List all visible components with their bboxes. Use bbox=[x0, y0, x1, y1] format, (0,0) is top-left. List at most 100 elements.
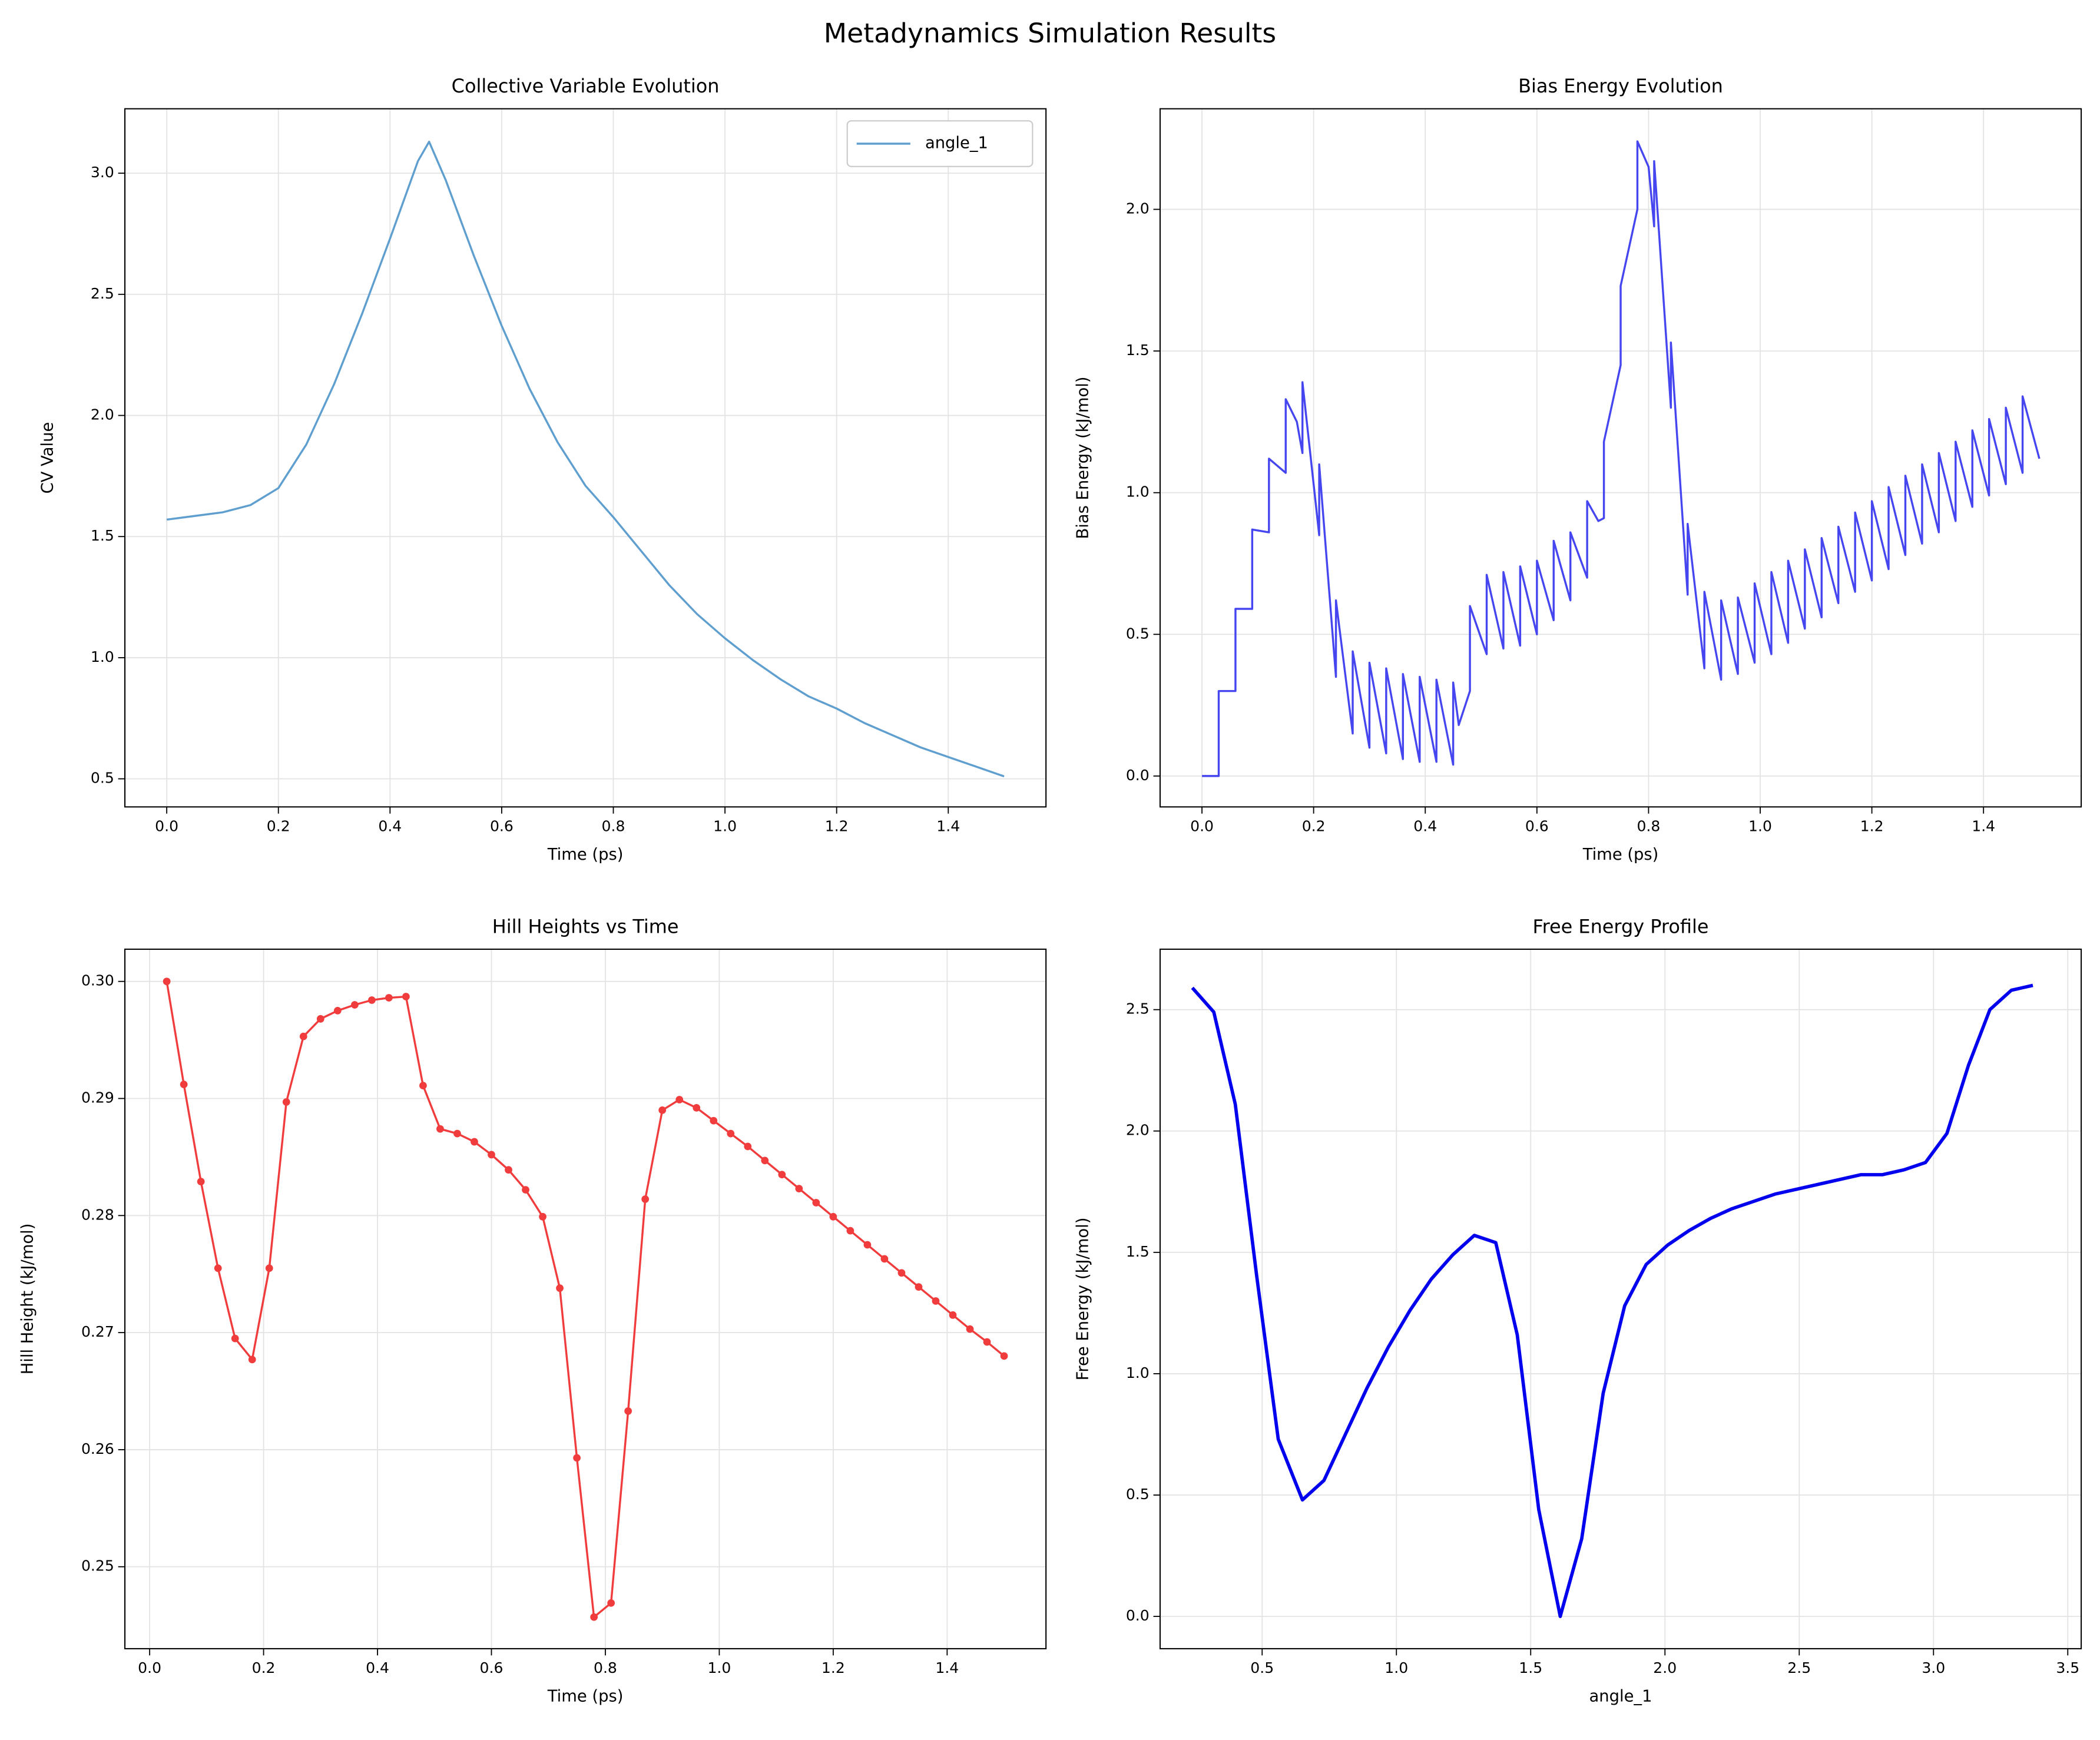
x-tick-label: 1.2 bbox=[825, 818, 849, 835]
data-point bbox=[641, 1195, 650, 1203]
y-axis-label: Hill Height (kJ/mol) bbox=[18, 1224, 37, 1375]
data-point bbox=[710, 1116, 718, 1125]
data-point bbox=[367, 996, 376, 1004]
data-point bbox=[471, 1138, 478, 1146]
x-tick-label: 1.5 bbox=[1519, 1659, 1542, 1676]
data-point bbox=[727, 1129, 735, 1138]
legend-box bbox=[846, 120, 1034, 167]
x-tick-label: 1.4 bbox=[935, 1659, 959, 1676]
x-axis-label: Time (ps) bbox=[547, 846, 624, 864]
data-point bbox=[880, 1255, 889, 1263]
axes-frame bbox=[124, 108, 1047, 808]
data-point bbox=[932, 1297, 940, 1305]
data-point bbox=[488, 1151, 495, 1159]
data-point bbox=[590, 1613, 598, 1621]
data-point bbox=[419, 1082, 427, 1090]
data-point bbox=[299, 1032, 307, 1040]
data-point bbox=[522, 1186, 529, 1194]
y-tick-label: 1.5 bbox=[1126, 1243, 1150, 1260]
x-tick-label: 0.6 bbox=[480, 1659, 504, 1676]
plot-area bbox=[1191, 983, 2033, 1618]
subplot-title: Hill Heights vs Time bbox=[492, 916, 679, 938]
data-point bbox=[846, 1227, 854, 1235]
subplot: 0.5 1.0 1.5 2.0 2.5 3.0 3.5 0.0 0.5 1.0 1.5 2.0 2.5 F… bbox=[1074, 916, 2082, 1706]
axes-frame bbox=[1159, 948, 2082, 1649]
y-tick-label: 0.29 bbox=[81, 1089, 114, 1106]
data-point bbox=[350, 1001, 359, 1009]
x-tick-label: 0.6 bbox=[490, 818, 514, 835]
x-tick-label: 3.5 bbox=[2056, 1659, 2079, 1676]
x-tick-label: 1.4 bbox=[936, 818, 960, 835]
data-point bbox=[863, 1241, 872, 1249]
y-tick-label: 0.5 bbox=[1126, 1486, 1150, 1503]
data-point bbox=[897, 1269, 906, 1277]
data-point bbox=[197, 1178, 205, 1186]
y-tick-label: 0.30 bbox=[81, 972, 114, 989]
y-tick-label: 2.0 bbox=[1126, 200, 1150, 217]
x-tick-label: 1.0 bbox=[1748, 818, 1772, 835]
x-tick-label: 1.0 bbox=[1384, 1659, 1408, 1676]
x-tick-label: 0.0 bbox=[155, 818, 178, 835]
data-point bbox=[693, 1104, 701, 1112]
x-tick-label: 0.8 bbox=[602, 818, 625, 835]
data-point bbox=[333, 1007, 342, 1015]
data-point bbox=[675, 1096, 684, 1103]
data-point bbox=[556, 1284, 564, 1292]
data-line bbox=[1191, 983, 2033, 1618]
x-tick-label: 1.2 bbox=[1860, 818, 1884, 835]
y-tick-label: 1.0 bbox=[1126, 483, 1150, 501]
y-tick-label: 1.0 bbox=[1126, 1364, 1150, 1381]
data-point bbox=[949, 1311, 957, 1319]
subplot-title: Free Energy Profile bbox=[1533, 916, 1709, 938]
data-point bbox=[231, 1334, 239, 1343]
data-point bbox=[829, 1212, 837, 1221]
data-point bbox=[607, 1599, 615, 1607]
data-point bbox=[385, 994, 393, 1002]
data-point bbox=[436, 1125, 444, 1133]
data-line bbox=[1202, 140, 2041, 777]
y-axis-label: Free Energy (kJ/mol) bbox=[1074, 1218, 1092, 1381]
subplot: 0.0 0.2 0.4 0.6 0.8 1.0 1.2 1.4 0.0 0.5 1.0 1.5 2.0 B… bbox=[1074, 75, 2082, 864]
x-tick-label: 0.4 bbox=[1413, 818, 1437, 835]
x-axis-label: angle_1 bbox=[1589, 1688, 1652, 1706]
data-point bbox=[453, 1129, 461, 1138]
axes-frame bbox=[1159, 108, 2082, 808]
data-point bbox=[539, 1212, 546, 1221]
x-tick-label: 1.4 bbox=[1972, 818, 1995, 835]
data-point bbox=[915, 1283, 923, 1291]
x-tick-label: 0.8 bbox=[594, 1659, 617, 1676]
x-axis-label: Time (ps) bbox=[547, 1688, 624, 1706]
x-tick-label: 0.2 bbox=[1302, 818, 1326, 835]
x-tick-label: 2.5 bbox=[1787, 1659, 1811, 1676]
y-axis-label: CV Value bbox=[39, 422, 57, 494]
data-point bbox=[505, 1166, 512, 1174]
y-tick-label: 0.0 bbox=[1126, 767, 1150, 784]
data-point bbox=[778, 1171, 786, 1179]
x-tick-label: 0.2 bbox=[252, 1659, 276, 1676]
x-tick-label: 3.0 bbox=[1922, 1659, 1945, 1676]
x-tick-label: 1.0 bbox=[713, 818, 737, 835]
data-point bbox=[282, 1098, 290, 1106]
data-point bbox=[744, 1142, 752, 1151]
y-tick-label: 1.5 bbox=[91, 527, 114, 544]
data-point bbox=[983, 1338, 991, 1346]
data-point bbox=[214, 1264, 222, 1272]
x-tick-label: 0.6 bbox=[1525, 818, 1549, 835]
data-point bbox=[812, 1199, 820, 1207]
y-tick-label: 2.0 bbox=[91, 406, 114, 423]
axes-frame bbox=[124, 948, 1047, 1649]
y-tick-label: 0.25 bbox=[81, 1557, 114, 1575]
x-tick-label: 0.4 bbox=[366, 1659, 389, 1676]
data-line bbox=[166, 140, 1005, 778]
x-tick-label: 0.2 bbox=[267, 818, 290, 835]
data-point bbox=[573, 1454, 581, 1462]
x-tick-label: 1.0 bbox=[707, 1659, 731, 1676]
y-tick-label: 2.5 bbox=[91, 285, 114, 302]
plot-area bbox=[163, 977, 1008, 1621]
data-point bbox=[248, 1355, 256, 1364]
x-tick-label: 0.5 bbox=[1250, 1659, 1274, 1676]
x-tick-label: 0.4 bbox=[378, 818, 402, 835]
data-point bbox=[966, 1325, 974, 1333]
